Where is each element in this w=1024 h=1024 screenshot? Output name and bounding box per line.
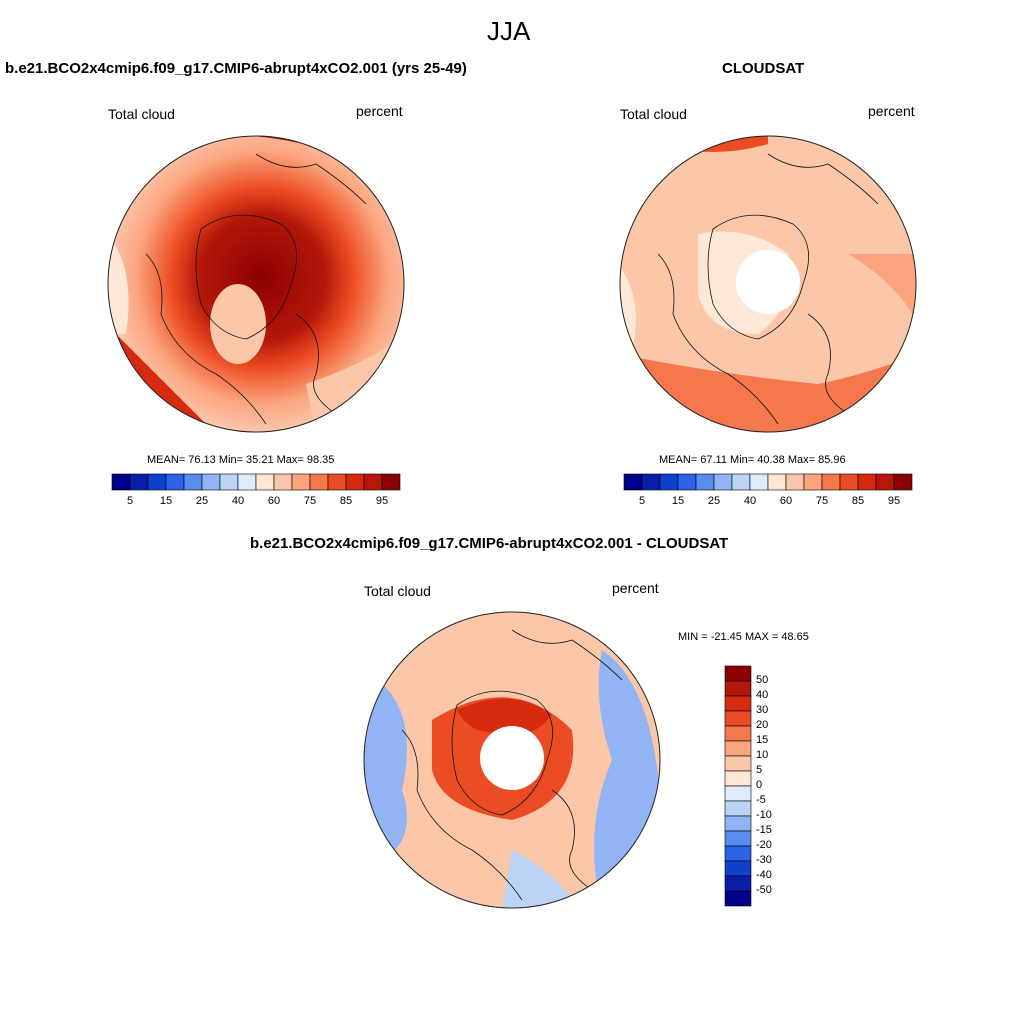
colorbar-swatch <box>255 473 275 491</box>
colorbar-tick-label: 25 <box>707 495 721 507</box>
colorbar-tick-label: -15 <box>756 824 772 836</box>
colorbar-tick-label: 75 <box>815 495 829 507</box>
colorbar-swatch <box>724 890 752 907</box>
colorbar-swatch <box>875 473 895 491</box>
stats-diff: MIN = -21.45 MAX = 48.65 <box>678 631 809 643</box>
panel-title-obs: CLOUDSAT <box>722 60 805 77</box>
colorbar-tick-label: 20 <box>756 719 769 731</box>
colorbar-tick-label: 40 <box>231 495 245 507</box>
colorbar-swatch <box>237 473 257 491</box>
colorbar-tick-label: 0 <box>756 779 763 791</box>
colorbar-swatch <box>724 695 752 712</box>
colorbar-obs <box>623 473 913 491</box>
colorbar-swatch <box>857 473 877 491</box>
colorbar-swatch <box>111 473 131 491</box>
colorbar-swatch <box>659 473 679 491</box>
colorbar-swatch <box>309 473 329 491</box>
colorbar-swatch <box>767 473 787 491</box>
variable-label-obs: Total cloud <box>620 106 687 122</box>
units-label-diff: percent <box>612 580 659 596</box>
colorbar-tick-label: 15 <box>159 495 173 507</box>
colorbar-swatch <box>821 473 841 491</box>
colorbar-swatch <box>724 815 752 832</box>
colorbar-swatch <box>381 473 401 491</box>
colorbar-swatch <box>327 473 347 491</box>
colorbar-swatch <box>724 725 752 742</box>
colorbar-tick-label: 15 <box>671 495 685 507</box>
colorbar-diff <box>724 665 752 907</box>
colorbar-tick-label: 25 <box>195 495 209 507</box>
colorbar-swatch <box>724 755 752 772</box>
colorbar-swatch <box>165 473 185 491</box>
colorbar-swatch <box>724 770 752 787</box>
colorbar-tick-label: -40 <box>756 869 772 881</box>
stats-model: MEAN= 76.13 Min= 35.21 Max= 98.35 <box>147 454 335 466</box>
colorbar-tick-label: 75 <box>303 495 317 507</box>
colorbar-tick-label: 85 <box>339 495 353 507</box>
colorbar-swatch <box>623 473 643 491</box>
panel-title-model: b.e21.BCO2x4cmip6.f09_g17.CMIP6-abrupt4x… <box>5 60 467 77</box>
colorbar-swatch <box>147 473 167 491</box>
colorbar-swatch <box>273 473 293 491</box>
colorbar-swatch <box>345 473 365 491</box>
colorbar-tick-label: -5 <box>756 794 766 806</box>
colorbar-tick-label: -50 <box>756 884 772 896</box>
colorbar-tick-label: 15 <box>756 734 769 746</box>
colorbar-swatch <box>724 710 752 727</box>
colorbar-tick-label: 40 <box>743 495 757 507</box>
colorbar-swatch <box>363 473 383 491</box>
polar-map-obs <box>619 135 917 433</box>
colorbar-swatch <box>785 473 805 491</box>
colorbar-tick-label: 95 <box>887 495 901 507</box>
colorbar-tick-label: 60 <box>267 495 281 507</box>
colorbar-tick-label: 10 <box>756 749 769 761</box>
colorbar-swatch <box>129 473 149 491</box>
colorbar-swatch <box>724 830 752 847</box>
variable-label-diff: Total cloud <box>364 583 431 599</box>
colorbar-swatch <box>893 473 913 491</box>
page-title: JJA <box>487 16 531 46</box>
colorbar-tick-label: 5 <box>638 495 646 507</box>
colorbar-model <box>111 473 401 491</box>
colorbar-tick-label: 95 <box>375 495 389 507</box>
colorbar-swatch <box>201 473 221 491</box>
colorbar-swatch <box>731 473 751 491</box>
panel-title-diff: b.e21.BCO2x4cmip6.f09_g17.CMIP6-abrupt4x… <box>250 535 729 552</box>
units-label-model: percent <box>356 103 403 119</box>
colorbar-swatch <box>641 473 661 491</box>
colorbar-swatch <box>695 473 715 491</box>
colorbar-tick-label: 5 <box>756 764 763 776</box>
colorbar-tick-label: 50 <box>756 674 769 686</box>
colorbar-tick-label: -10 <box>756 809 772 821</box>
colorbar-swatch <box>724 875 752 892</box>
colorbar-swatch <box>219 473 239 491</box>
colorbar-swatch <box>291 473 311 491</box>
colorbar-swatch <box>749 473 769 491</box>
colorbar-tick-label: -30 <box>756 854 772 866</box>
colorbar-swatch <box>677 473 697 491</box>
polar-map-model <box>107 135 405 433</box>
colorbar-tick-label: -20 <box>756 839 772 851</box>
colorbar-swatch <box>724 680 752 697</box>
colorbar-swatch <box>724 860 752 877</box>
colorbar-tick-label: 5 <box>126 495 134 507</box>
colorbar-swatch <box>724 665 752 682</box>
units-label-obs: percent <box>868 103 915 119</box>
stats-obs: MEAN= 67.11 Min= 40.38 Max= 85.96 <box>659 454 846 466</box>
colorbar-tick-label: 60 <box>779 495 793 507</box>
polar-map-diff <box>363 611 661 909</box>
colorbar-swatch <box>724 800 752 817</box>
colorbar-swatch <box>839 473 859 491</box>
colorbar-swatch <box>724 845 752 862</box>
colorbar-tick-label: 85 <box>851 495 865 507</box>
colorbar-swatch <box>183 473 203 491</box>
colorbar-swatch <box>724 740 752 757</box>
colorbar-swatch <box>713 473 733 491</box>
colorbar-tick-label: 30 <box>756 704 769 716</box>
variable-label-model: Total cloud <box>108 106 175 122</box>
colorbar-tick-label: 40 <box>756 689 769 701</box>
colorbar-swatch <box>724 785 752 802</box>
colorbar-swatch <box>803 473 823 491</box>
